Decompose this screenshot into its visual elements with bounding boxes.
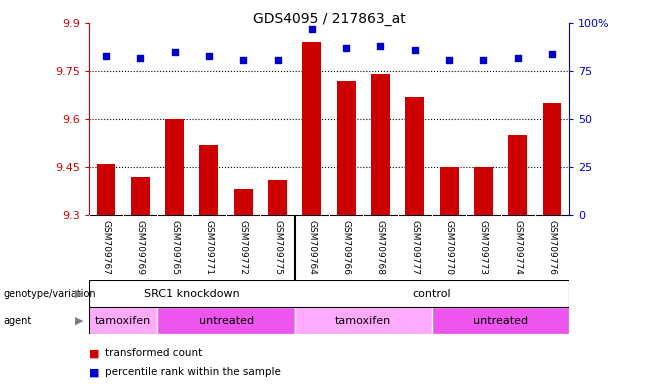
Bar: [97, 164, 115, 215]
Text: GSM709774: GSM709774: [513, 220, 522, 275]
Text: genotype/variation: genotype/variation: [3, 289, 96, 299]
Bar: [508, 135, 527, 215]
Bar: [268, 180, 287, 215]
Text: GSM709776: GSM709776: [547, 220, 557, 275]
Text: untreated: untreated: [473, 316, 528, 326]
Point: [513, 55, 523, 61]
Text: GSM709775: GSM709775: [273, 220, 282, 275]
Text: ■: ■: [89, 348, 103, 358]
Point: [169, 49, 180, 55]
Bar: [295, 307, 432, 334]
Text: GSM709773: GSM709773: [479, 220, 488, 275]
Bar: [157, 307, 295, 334]
Text: SRC1 knockdown: SRC1 knockdown: [144, 289, 240, 299]
Bar: [337, 81, 355, 215]
Point: [101, 53, 111, 59]
Text: untreated: untreated: [199, 316, 253, 326]
Text: GSM709765: GSM709765: [170, 220, 179, 275]
Text: ▶: ▶: [75, 289, 84, 299]
Bar: [405, 97, 424, 215]
Text: GSM709771: GSM709771: [205, 220, 213, 275]
Text: tamoxifen: tamoxifen: [95, 316, 151, 326]
Text: percentile rank within the sample: percentile rank within the sample: [105, 367, 281, 377]
Text: ▶: ▶: [75, 316, 84, 326]
Point: [409, 47, 420, 53]
Text: GSM709769: GSM709769: [136, 220, 145, 275]
Point: [443, 56, 454, 63]
Text: GSM709767: GSM709767: [101, 220, 111, 275]
Text: GSM709770: GSM709770: [445, 220, 453, 275]
Text: GSM709772: GSM709772: [239, 220, 247, 275]
Bar: [432, 307, 569, 334]
Text: GSM709768: GSM709768: [376, 220, 385, 275]
Bar: [165, 119, 184, 215]
Point: [478, 56, 489, 63]
Point: [238, 56, 249, 63]
Text: transformed count: transformed count: [105, 348, 203, 358]
Bar: [543, 103, 561, 215]
Text: GSM709766: GSM709766: [342, 220, 351, 275]
Text: agent: agent: [3, 316, 32, 326]
Bar: [199, 145, 218, 215]
Point: [272, 56, 283, 63]
Bar: [440, 167, 459, 215]
Point: [204, 53, 215, 59]
Point: [307, 26, 317, 32]
Bar: [89, 307, 157, 334]
Point: [341, 45, 351, 51]
Text: tamoxifen: tamoxifen: [335, 316, 392, 326]
Point: [135, 55, 145, 61]
Text: GSM709777: GSM709777: [411, 220, 419, 275]
Bar: [303, 42, 321, 215]
Bar: [234, 189, 253, 215]
Point: [547, 51, 557, 57]
Bar: [131, 177, 150, 215]
Text: control: control: [413, 289, 451, 299]
Text: GSM709764: GSM709764: [307, 220, 316, 275]
Text: GDS4095 / 217863_at: GDS4095 / 217863_at: [253, 12, 405, 25]
Bar: [371, 74, 390, 215]
Point: [375, 43, 386, 49]
Bar: [474, 167, 493, 215]
Text: ■: ■: [89, 367, 103, 377]
